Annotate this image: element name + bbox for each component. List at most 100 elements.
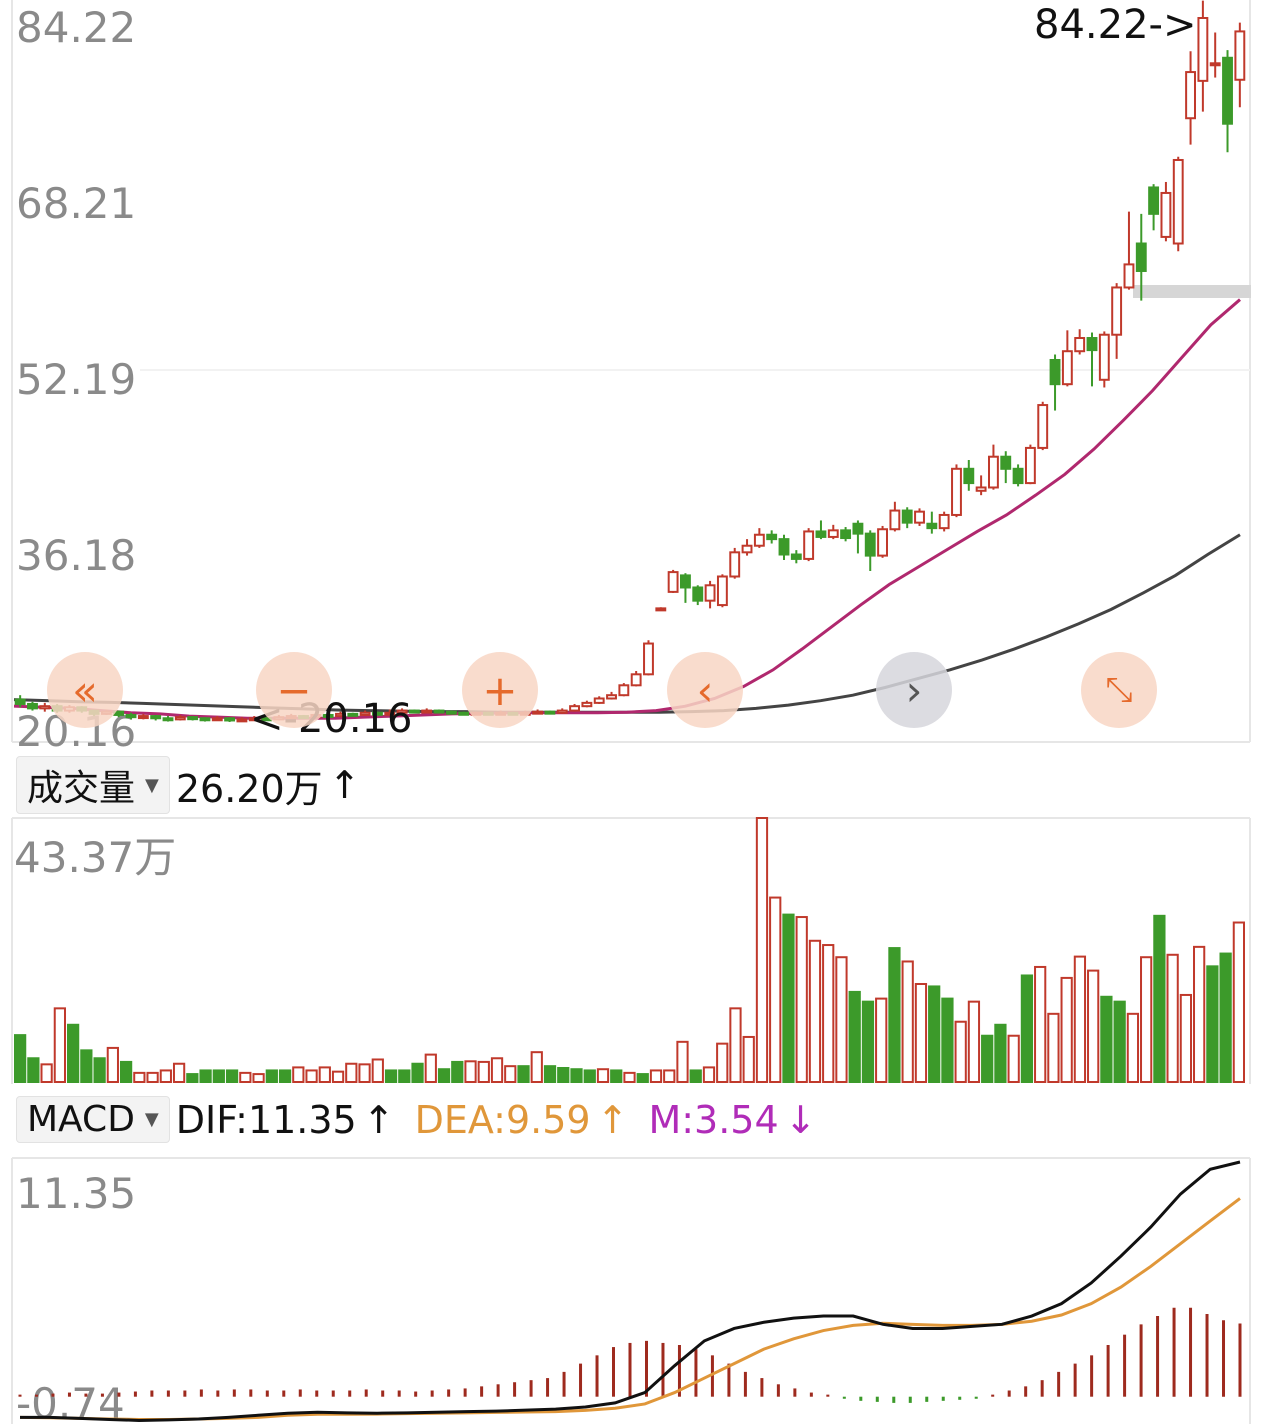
volume-bar — [676, 1040, 689, 1084]
candle-body — [803, 530, 815, 560]
volume-indicator-selector[interactable]: 成交量 ▼ — [16, 756, 170, 814]
candle — [680, 573, 691, 603]
candle-body — [1049, 358, 1061, 386]
candle — [606, 691, 617, 700]
candle-body — [433, 709, 445, 714]
candle — [655, 607, 667, 612]
candle — [815, 520, 827, 540]
candle — [901, 507, 913, 529]
volume-bar — [1113, 1000, 1126, 1083]
candle — [1000, 451, 1012, 484]
zoom-out-button[interactable]: − — [256, 652, 332, 728]
volume-bar — [994, 1023, 1007, 1084]
zoom-in-button[interactable]: + — [462, 652, 538, 728]
m-value: M:3.54 — [648, 1097, 779, 1142]
candle-body — [790, 553, 802, 560]
candle-body — [1086, 337, 1098, 352]
volume-bar — [716, 1042, 729, 1083]
candle — [667, 569, 679, 593]
volume-bar — [1206, 965, 1219, 1083]
candle-body — [384, 711, 396, 716]
candle — [729, 547, 741, 579]
candle — [372, 711, 383, 716]
ma-fast-line — [13, 298, 1241, 720]
candle — [926, 511, 938, 534]
candle-body — [593, 697, 605, 704]
candle — [852, 520, 864, 554]
candle-body — [1234, 30, 1246, 81]
candle — [408, 709, 420, 714]
candle-body — [766, 533, 778, 541]
candle-body — [359, 711, 371, 716]
candle-body — [1160, 191, 1172, 238]
macd-chart[interactable]: 11.35 -0.74 — [0, 1150, 1264, 1424]
volume-bar — [729, 1007, 742, 1083]
volume-bar — [861, 1000, 875, 1083]
fullscreen-button[interactable]: ⤡ — [1081, 652, 1157, 728]
volume-bar — [1179, 993, 1193, 1084]
candle — [643, 640, 654, 676]
volume-bar — [172, 1062, 186, 1083]
volume-bar — [782, 913, 795, 1083]
candle — [347, 712, 359, 717]
candle-body — [408, 709, 420, 714]
candle-body — [606, 694, 617, 700]
volume-bar — [610, 1069, 623, 1083]
volume-bar — [517, 1065, 530, 1083]
candle — [1209, 32, 1221, 78]
volume-bar — [557, 1066, 570, 1084]
candle-body — [1172, 158, 1184, 245]
candle-body — [39, 705, 51, 710]
volume-bar — [1060, 976, 1073, 1084]
candle — [951, 464, 962, 518]
volume-bar — [1193, 945, 1206, 1083]
next-button[interactable]: › — [876, 652, 952, 728]
candle-body — [1209, 62, 1221, 67]
candle — [716, 574, 728, 608]
candle — [864, 530, 876, 572]
prev-button[interactable]: ‹ — [667, 652, 743, 728]
volume-bar — [27, 1057, 40, 1083]
volume-bar — [411, 1062, 424, 1083]
candle-body — [901, 509, 913, 524]
macd-indicator-selector[interactable]: MACD ▼ — [16, 1096, 170, 1143]
candle — [914, 508, 925, 526]
candle-body — [1037, 404, 1049, 449]
volume-bar — [504, 1065, 517, 1083]
candle — [1061, 330, 1073, 387]
volume-bar — [888, 947, 901, 1083]
macd-header: MACD ▼ DIF:11.35 ↑ DEA:9.59 ↑ M:3.54 ↓ — [16, 1096, 816, 1143]
candle-body — [421, 709, 433, 714]
volume-chart[interactable]: 43.37万 — [0, 812, 1264, 1092]
volume-bar — [1007, 1034, 1020, 1084]
volume-bar — [384, 1069, 398, 1083]
rewind-button[interactable]: « — [47, 652, 123, 728]
volume-bar — [119, 1060, 133, 1084]
candle-body — [532, 710, 544, 715]
candle-body — [864, 532, 876, 557]
volume-bar — [596, 1068, 610, 1084]
minus-icon: − — [276, 665, 312, 715]
candle-body — [692, 586, 704, 602]
candle — [458, 711, 470, 716]
dif-value: DIF:11.35 — [175, 1097, 357, 1142]
candle-body — [815, 530, 827, 538]
volume-bar — [769, 896, 782, 1083]
candle-body — [1185, 71, 1196, 120]
volume-bar — [371, 1058, 384, 1084]
volume-bar — [1140, 956, 1153, 1084]
candle-body — [14, 698, 26, 705]
candle — [1024, 444, 1036, 485]
volume-bar — [53, 1007, 66, 1083]
volume-bar — [252, 1073, 265, 1084]
candle — [544, 710, 556, 715]
price-axis-label: 84.22 — [16, 3, 136, 52]
volume-bar — [331, 1070, 345, 1083]
candle — [803, 528, 815, 562]
plus-icon: + — [482, 665, 518, 715]
volume-bar — [93, 1057, 106, 1083]
volume-bar — [1126, 1012, 1140, 1083]
candle — [556, 708, 568, 714]
candle — [322, 713, 334, 718]
